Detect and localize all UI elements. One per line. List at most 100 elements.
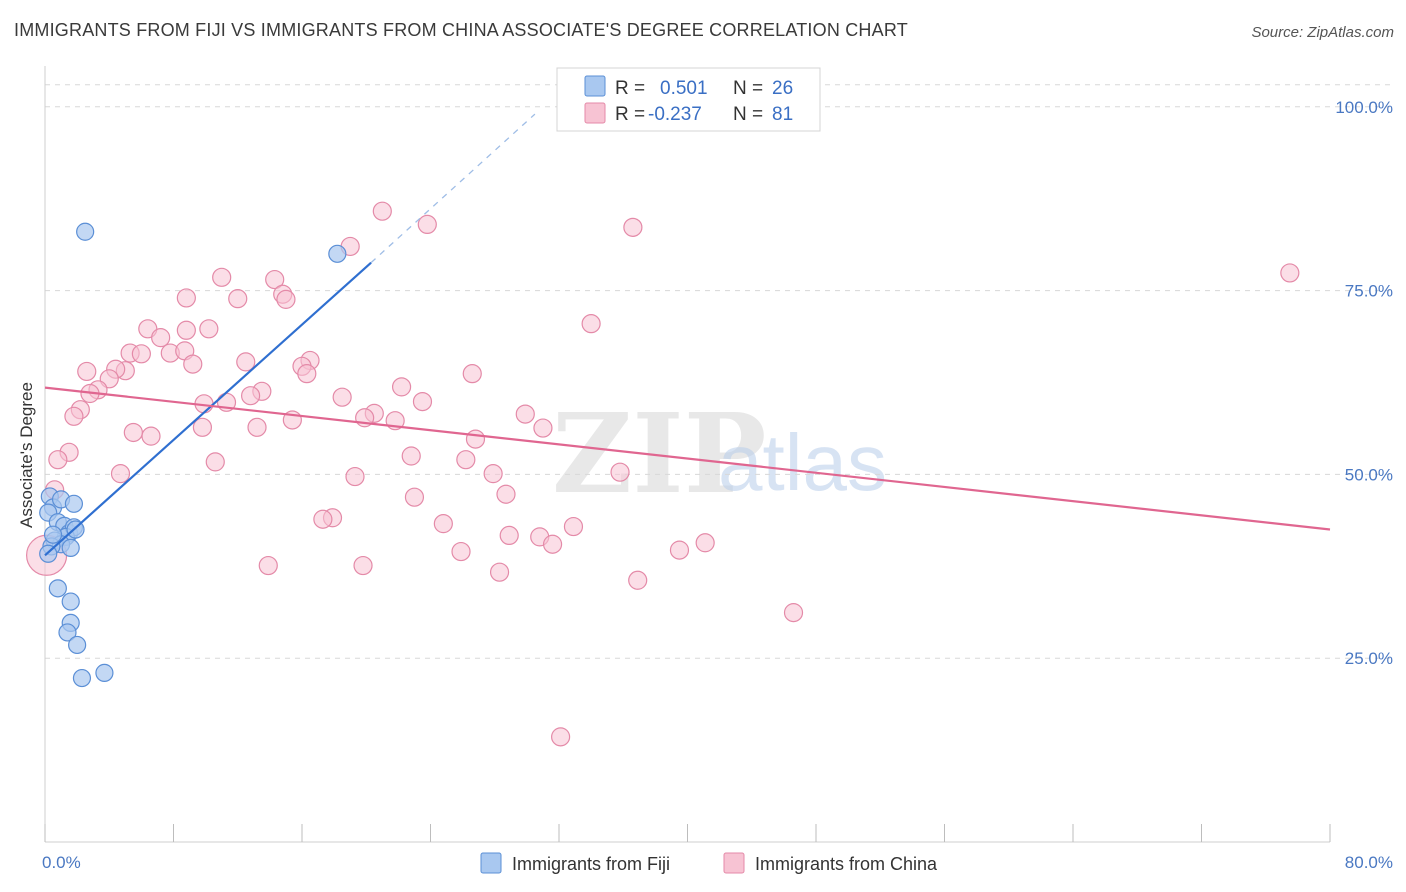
fiji-trendline xyxy=(44,261,372,557)
china-point xyxy=(451,541,471,562)
china-point xyxy=(496,484,516,504)
china-point xyxy=(628,570,648,590)
china-point xyxy=(623,217,643,237)
legend-china-r-label: R = xyxy=(615,104,645,125)
legend-china-n-value: 81 xyxy=(772,104,793,125)
china-point xyxy=(141,426,161,446)
watermark-atlas: atlas xyxy=(718,418,887,507)
x-tick-label-max: 80.0% xyxy=(1345,853,1393,872)
legend-swatch-china xyxy=(584,102,606,124)
china-point xyxy=(123,422,143,443)
legend-china-n-label: N = xyxy=(733,104,763,125)
y-tick-label-75: 75.0% xyxy=(1345,282,1393,301)
legend-fiji-r-label: R = xyxy=(615,78,645,99)
china-point xyxy=(176,320,196,340)
china-point xyxy=(465,429,486,449)
fiji-point xyxy=(328,244,347,263)
china-point xyxy=(1280,263,1300,283)
y-axis-label: Associate's Degree xyxy=(17,382,36,528)
y-tick-label-25: 25.0% xyxy=(1345,649,1393,668)
china-point xyxy=(258,555,278,576)
china-point xyxy=(332,387,352,407)
china-point xyxy=(247,417,267,437)
gridlines xyxy=(45,84,1392,659)
fiji-point xyxy=(48,579,67,598)
china-point xyxy=(241,386,261,406)
correlation-legend: R = 0.501 N = 26 R = -0.237 N = 81 xyxy=(556,67,821,132)
china-point xyxy=(610,462,630,482)
china-point xyxy=(183,354,203,374)
axes xyxy=(44,66,1331,843)
legend-fiji-n-label: N = xyxy=(733,78,763,99)
bottom-legend-china: Immigrants from China xyxy=(755,854,938,874)
china-point xyxy=(533,418,553,438)
series-legend: Immigrants from Fiji Immigrants from Chi… xyxy=(480,852,938,874)
bottom-legend-fiji: Immigrants from Fiji xyxy=(512,854,670,874)
china-point xyxy=(77,361,97,382)
chart-title: IMMIGRANTS FROM FIJI VS IMMIGRANTS FROM … xyxy=(14,20,908,40)
y-tick-label-100: 100.0% xyxy=(1335,98,1393,117)
china-point xyxy=(483,464,503,484)
china-point xyxy=(695,533,715,553)
legend-swatch-fiji xyxy=(584,75,606,97)
china-point xyxy=(151,328,171,348)
china-point xyxy=(205,452,225,472)
legend-fiji-n-value: 26 xyxy=(772,78,793,99)
china-point xyxy=(372,201,392,221)
china-point xyxy=(404,487,425,507)
china-point xyxy=(542,534,563,554)
fiji-point xyxy=(61,592,80,611)
china-point xyxy=(64,406,84,426)
china-point xyxy=(345,466,365,487)
china-point xyxy=(551,727,571,747)
china-point xyxy=(297,364,317,384)
china-point xyxy=(499,525,519,546)
china-point xyxy=(462,364,482,384)
china-point xyxy=(48,450,68,470)
china-point xyxy=(433,514,453,534)
china-point xyxy=(669,540,690,560)
y-tick-label-50: 50.0% xyxy=(1345,465,1393,484)
china-point xyxy=(391,377,412,397)
china-point xyxy=(783,603,804,623)
china-point xyxy=(199,319,219,339)
china-point xyxy=(313,509,333,529)
fiji-point xyxy=(58,623,77,642)
china-point xyxy=(265,269,285,290)
fiji-point xyxy=(68,635,87,655)
china-point xyxy=(236,352,256,372)
china-point xyxy=(456,450,476,470)
china-point xyxy=(417,214,437,234)
china-point xyxy=(353,555,373,576)
china-point xyxy=(110,464,131,484)
watermark-zip: ZIP xyxy=(552,389,766,518)
y-tick-labels: 25.0% 50.0% 75.0% 100.0% xyxy=(1335,98,1393,668)
china-point xyxy=(412,391,433,412)
x-tick-label-min: 0.0% xyxy=(42,853,81,872)
fiji-trendline-extension xyxy=(370,113,536,264)
bottom-legend-swatch-fiji xyxy=(480,852,502,874)
china-point xyxy=(581,314,601,334)
source-label: Source: ZipAtlas.com xyxy=(1251,24,1394,41)
fiji-point xyxy=(43,525,63,544)
china-point xyxy=(228,289,248,309)
china-point xyxy=(276,289,296,309)
china-point xyxy=(131,344,151,364)
china-point xyxy=(563,516,584,537)
bottom-legend-swatch-china xyxy=(723,852,745,874)
fiji-point xyxy=(95,663,114,682)
china-point xyxy=(192,417,213,437)
china-point xyxy=(212,267,232,287)
china-point xyxy=(515,404,535,424)
china-trendline xyxy=(44,386,1331,531)
fiji-point xyxy=(72,668,92,688)
fiji-point xyxy=(64,494,84,513)
china-point xyxy=(401,446,421,466)
legend-fiji-r-value: 0.501 xyxy=(660,78,708,99)
legend-china-r-value: -0.237 xyxy=(648,104,702,125)
china-point xyxy=(489,562,510,582)
fiji-points xyxy=(39,222,347,688)
x-tick-labels: 0.0% 80.0% xyxy=(42,853,1393,872)
trendlines xyxy=(44,113,1331,557)
